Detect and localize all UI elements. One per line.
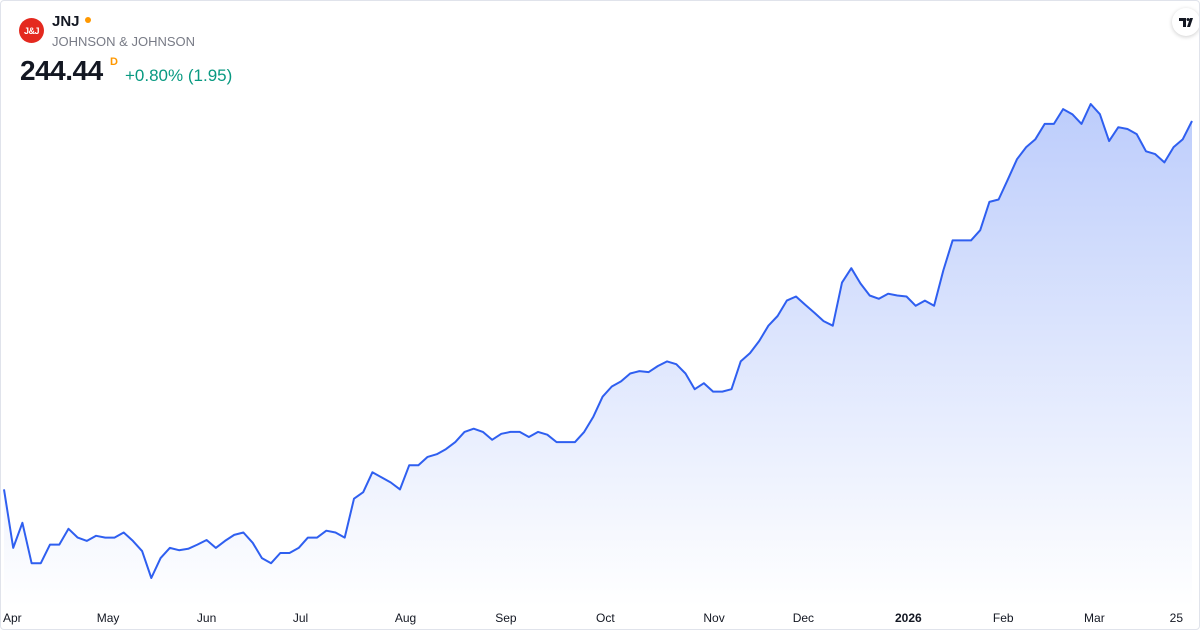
status-dot xyxy=(84,17,91,24)
x-tick-label: Feb xyxy=(993,611,1014,625)
x-tick-label: Sep xyxy=(495,611,517,625)
x-tick-label: Oct xyxy=(596,611,615,625)
change: +0.80% (1.95) xyxy=(125,66,233,85)
symbol-row: JNJ xyxy=(52,13,91,30)
x-tick-label: 2026 xyxy=(895,611,922,625)
x-tick-label: Apr xyxy=(3,611,22,625)
x-tick-label: Jun xyxy=(197,611,216,625)
logo: J&J xyxy=(19,18,44,43)
interval: D xyxy=(110,56,118,68)
x-tick-label: Nov xyxy=(703,611,724,625)
x-tick-label: 25 xyxy=(1170,611,1184,625)
company-name: JOHNSON & JOHNSON xyxy=(52,34,196,49)
x-tick-label: Mar xyxy=(1084,611,1105,625)
x-tick-label: Jul xyxy=(293,611,308,625)
logo-icon xyxy=(1179,18,1193,27)
tradingview-logo[interactable] xyxy=(1172,8,1199,36)
x-tick-label: Dec xyxy=(793,611,814,625)
price: 244.44 xyxy=(20,55,103,86)
symbol[interactable]: JNJ xyxy=(52,13,80,30)
price-line xyxy=(3,103,1193,579)
x-tick-label: May xyxy=(97,611,120,625)
x-tick-label: Aug xyxy=(395,611,416,625)
area xyxy=(4,104,1192,607)
